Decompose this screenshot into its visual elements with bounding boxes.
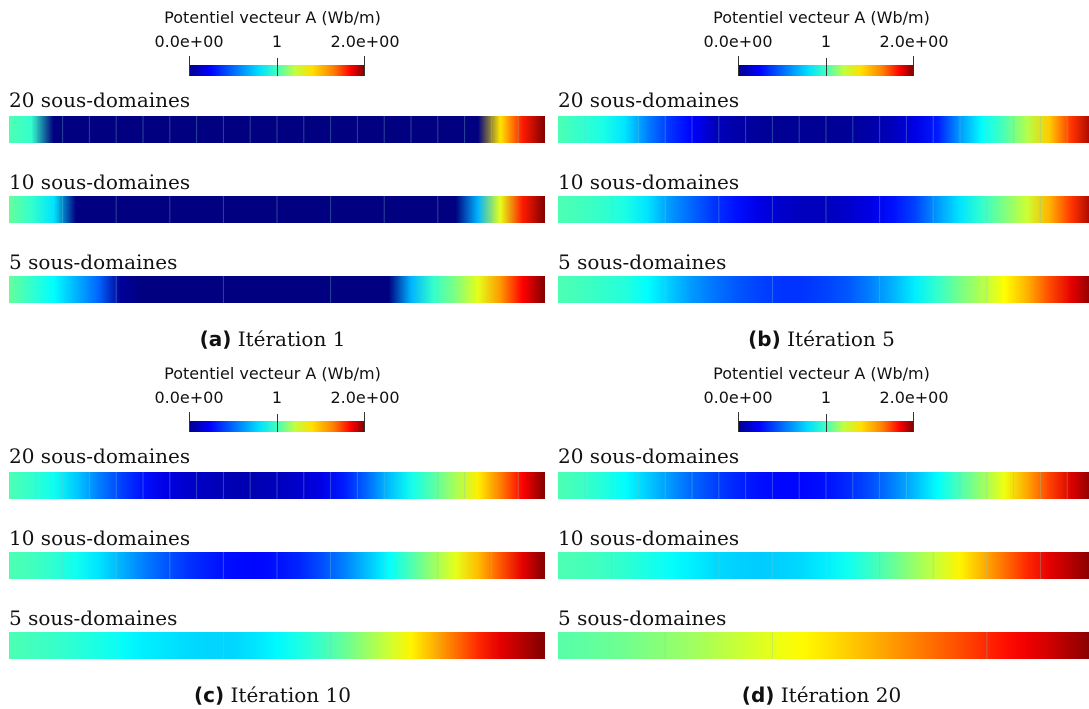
field-strip-20 <box>558 472 1089 499</box>
colorbar-tick-max: 2.0e+00 <box>330 388 399 407</box>
colorbar-tick-min: 0.0e+00 <box>703 32 772 51</box>
row-label-5: 5 sous-domaines <box>9 606 177 630</box>
colorbar-title: Potentiel vecteur A (Wb/m) <box>0 364 545 383</box>
colorbar-title: Potentiel vecteur A (Wb/m) <box>549 364 1089 383</box>
field-strip-5 <box>9 276 545 303</box>
row-label-20: 20 sous-domaines <box>558 444 739 468</box>
field-strip-10 <box>9 196 545 223</box>
caption-text: Itération 20 <box>781 683 901 707</box>
field-gradient <box>558 552 1089 579</box>
panel-caption: (d) Itération 20 <box>549 683 1089 707</box>
field-strip-20 <box>9 472 545 499</box>
colorbar-tick-line <box>277 58 278 76</box>
row-label-20: 20 sous-domaines <box>558 88 739 112</box>
colorbar-tick-min: 0.0e+00 <box>154 32 223 51</box>
field-gradient <box>9 276 545 303</box>
colorbar-tick-line <box>364 56 365 76</box>
colorbar-tick-max: 2.0e+00 <box>879 32 948 51</box>
panel-caption: (a) Itération 1 <box>0 327 545 351</box>
row-label-10: 10 sous-domaines <box>9 526 190 550</box>
panel-d: Potentiel vecteur A (Wb/m) 0.0e+00 1 2.0e+0… <box>549 356 1089 686</box>
colorbar-tick-line <box>364 412 365 432</box>
colorbar-tick-line <box>277 414 278 432</box>
field-strip-10 <box>558 196 1089 223</box>
field-gradient <box>558 276 1089 303</box>
caption-letter: (a) <box>200 327 232 351</box>
row-label-10: 10 sous-domaines <box>558 526 739 550</box>
colorbar-tick-min: 0.0e+00 <box>703 388 772 407</box>
field-gradient <box>558 472 1089 499</box>
colorbar-tick-line <box>189 56 190 76</box>
field-strip-10 <box>9 552 545 579</box>
colorbar-tick-line <box>913 412 914 432</box>
field-strip-5 <box>558 632 1089 659</box>
colorbar-title: Potentiel vecteur A (Wb/m) <box>0 8 545 27</box>
panel-a: Potentiel vecteur A (Wb/m) 0.0e+00 1 2.0e+0… <box>0 0 545 330</box>
colorbar-tick-mid: 1 <box>272 388 282 407</box>
colorbar-tick-line <box>738 412 739 432</box>
colorbar-tick-line <box>189 412 190 432</box>
field-gradient <box>558 196 1089 223</box>
colorbar-title: Potentiel vecteur A (Wb/m) <box>549 8 1089 27</box>
panel-c: Potentiel vecteur A (Wb/m) 0.0e+00 1 2.0e+0… <box>0 356 545 686</box>
colorbar-tick-line <box>738 56 739 76</box>
field-strip-20 <box>9 116 545 143</box>
field-strip-5 <box>9 632 545 659</box>
row-label-5: 5 sous-domaines <box>558 606 726 630</box>
caption-letter: (d) <box>742 683 775 707</box>
panel-b: Potentiel vecteur A (Wb/m) 0.0e+00 1 2.0e+0… <box>549 0 1089 330</box>
colorbar-tick-line <box>826 414 827 432</box>
colorbar-tick-max: 2.0e+00 <box>330 32 399 51</box>
colorbar-tick-line <box>913 56 914 76</box>
caption-text: Itération 1 <box>238 327 346 351</box>
field-gradient <box>558 632 1089 659</box>
caption-text: Itération 5 <box>787 327 895 351</box>
caption-letter: (b) <box>748 327 781 351</box>
colorbar-tick-line <box>826 58 827 76</box>
colorbar-tick-max: 2.0e+00 <box>879 388 948 407</box>
row-label-10: 10 sous-domaines <box>558 170 739 194</box>
colorbar-tick-min: 0.0e+00 <box>154 388 223 407</box>
field-gradient <box>9 632 545 659</box>
row-label-20: 20 sous-domaines <box>9 88 190 112</box>
colorbar-tick-mid: 1 <box>821 32 831 51</box>
colorbar-tick-mid: 1 <box>272 32 282 51</box>
row-label-10: 10 sous-domaines <box>9 170 190 194</box>
row-label-20: 20 sous-domaines <box>9 444 190 468</box>
field-strip-20 <box>558 116 1089 143</box>
panel-caption: (c) Itération 10 <box>0 683 545 707</box>
row-label-5: 5 sous-domaines <box>558 250 726 274</box>
field-gradient <box>558 116 1089 143</box>
caption-letter: (c) <box>194 683 224 707</box>
field-strip-5 <box>558 276 1089 303</box>
caption-text: Itération 10 <box>231 683 351 707</box>
field-strip-10 <box>558 552 1089 579</box>
row-label-5: 5 sous-domaines <box>9 250 177 274</box>
panel-caption: (b) Itération 5 <box>549 327 1089 351</box>
colorbar-tick-mid: 1 <box>821 388 831 407</box>
